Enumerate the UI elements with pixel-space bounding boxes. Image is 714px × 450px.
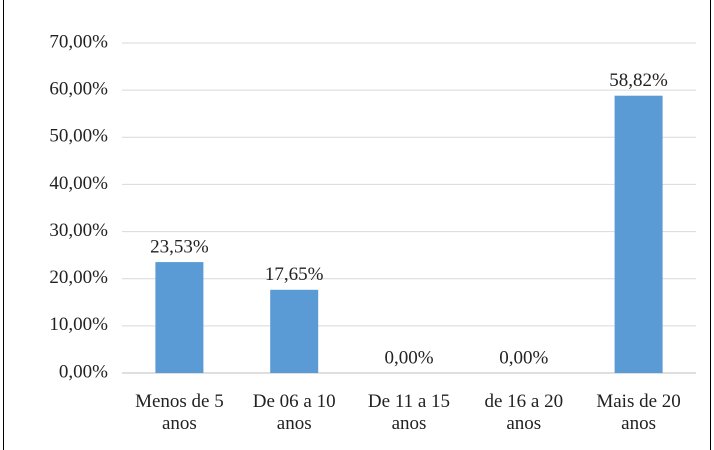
x-tick-label: De 06 a 10 anos	[252, 391, 336, 434]
y-tick-label: 30,00%	[49, 220, 108, 241]
x-tick-label: De 11 a 15 anos	[367, 391, 451, 434]
data-label: 0,00%	[499, 347, 548, 368]
y-tick-label: 20,00%	[49, 267, 108, 288]
bar	[614, 95, 663, 373]
y-tick-label: 70,00%	[49, 31, 108, 52]
data-label: 17,65%	[265, 264, 324, 285]
data-label: 23,53%	[150, 236, 209, 257]
x-tick-label: Mais de 20 anos	[596, 391, 681, 434]
y-tick-label: 60,00%	[49, 79, 108, 100]
data-label: 58,82%	[609, 70, 668, 91]
chart-border	[3, 0, 711, 450]
y-tick-label: 0,00%	[59, 361, 108, 382]
y-tick-label: 40,00%	[49, 173, 108, 194]
x-tick-label: Menos de 5 anos	[135, 391, 224, 434]
y-tick-label: 50,00%	[49, 126, 108, 147]
data-label: 0,00%	[384, 347, 433, 368]
bar	[155, 262, 204, 373]
bar	[270, 289, 319, 373]
y-tick-label: 10,00%	[49, 314, 108, 335]
x-tick-label: de 16 a 20 anos	[484, 391, 564, 434]
